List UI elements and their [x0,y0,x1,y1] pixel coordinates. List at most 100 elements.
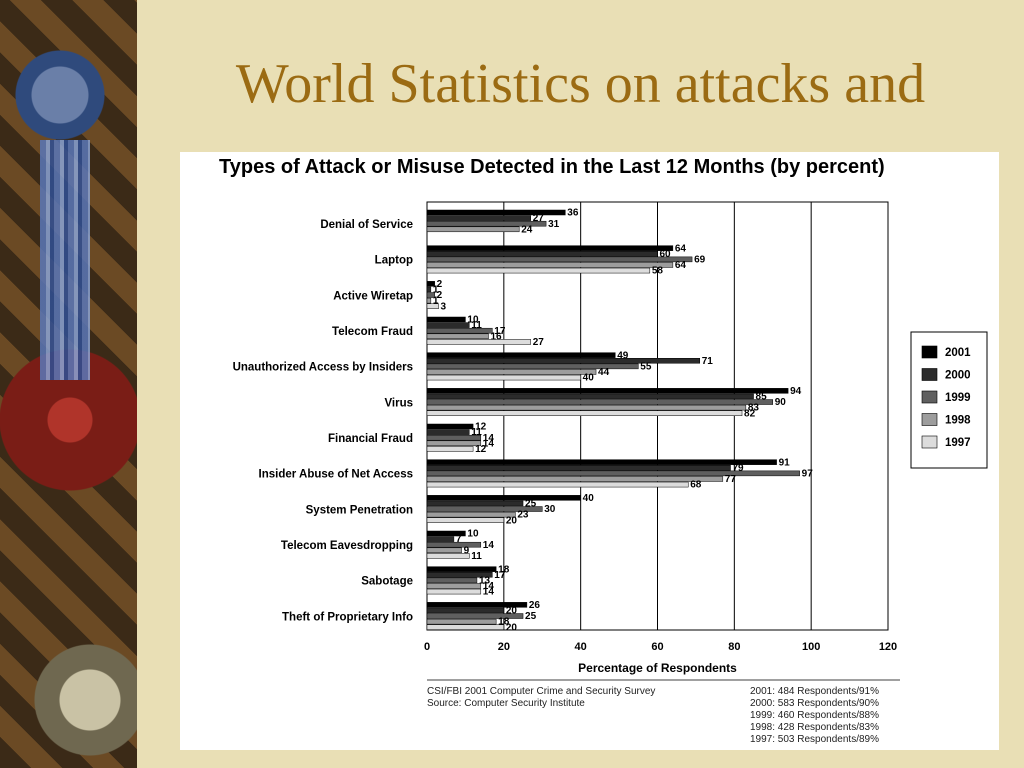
category-label: Financial Fraud [328,433,413,445]
bar-2000 [426,322,470,328]
category-label: Virus [384,397,413,409]
respondents-line: 2001: 484 Respondents/91% [750,686,879,697]
respondents-line: 1997: 503 Respondents/89% [750,734,879,745]
data-label: 12 [475,444,487,455]
data-label: 14 [483,581,495,592]
data-label: 85 [756,392,768,403]
bar-1999 [426,220,547,227]
data-label: 12 [475,422,487,433]
respondents-line: 1998: 428 Respondents/83% [750,722,879,733]
bar-2001 [426,459,777,465]
legend-swatch-2001 [921,345,938,359]
bar-1997 [426,624,505,630]
bar-1997 [426,446,474,452]
data-label: 24 [521,224,533,235]
x-tick-label: 40 [575,641,587,653]
bar-2001 [426,388,789,394]
category-label: Active Wiretap [333,290,413,302]
data-label: 18 [498,564,510,575]
bar-1997 [426,303,439,309]
chart-title: Types of Attack or Misuse Detected in th… [219,156,885,178]
data-label: 55 [640,361,652,372]
data-label: 82 [744,408,756,419]
bar-1999 [426,292,435,298]
bar-1999 [426,363,639,370]
data-label: 20 [506,515,518,526]
data-label: 58 [652,266,664,277]
legend-swatch-2000 [921,368,938,381]
data-label: 17 [494,570,506,581]
respondents-line: 1999: 460 Respondents/88% [750,710,879,721]
data-label: 27 [533,213,545,224]
data-label: 91 [779,457,791,468]
legend-swatch-1998 [921,413,938,426]
data-label: 20 [506,606,518,617]
chart-panel: Types of Attack or Misuse Detected in th… [180,152,999,750]
x-axis-label: Percentage of Respondents [578,661,737,675]
legend-swatch-1997 [921,435,938,449]
bar-1997 [426,410,743,416]
data-label: 97 [802,468,814,479]
data-label: 49 [617,350,629,361]
data-label: 77 [725,474,737,485]
bar-1998 [426,618,497,625]
source-note: CSI/FBI 2001 Computer Crime and Security… [427,686,655,710]
bar-1999 [426,577,478,584]
data-label: 17 [494,326,506,337]
data-label: 60 [660,249,672,260]
data-label: 13 [479,575,491,586]
bar-1999 [426,327,493,334]
bar-2000 [426,465,731,471]
legend-label: 1998 [945,415,971,427]
category-label: Sabotage [361,576,413,588]
data-label: 31 [548,219,560,230]
x-tick-label: 60 [651,641,663,653]
bar-1999 [426,434,482,441]
data-label: 83 [748,403,760,414]
bar-2000 [426,251,658,257]
bar-2000 [426,429,470,435]
bar-1998 [426,583,482,589]
bar-1999 [426,506,543,512]
bar-2001 [426,245,674,251]
slide-title: World Statistics on attacks and [235,53,926,115]
data-label: 1 [433,296,439,307]
category-label: Denial of Service [320,219,413,231]
bar-1998 [426,440,482,447]
bar-1997 [426,267,651,274]
medal-ribbon [40,140,90,380]
respondents-line: 2000: 583 Respondents/90% [750,698,879,709]
bar-1998 [426,476,724,482]
category-label: Theft of Proprietary Info [282,611,413,623]
data-label: 23 [517,510,529,521]
legend-label: 1997 [945,437,971,449]
data-label: 10 [467,529,479,540]
bar-2000 [426,607,505,614]
data-label: 16 [490,331,502,342]
bar-1997 [426,553,470,559]
data-label: 11 [471,320,482,331]
data-label: 90 [775,397,787,408]
data-label: 2 [437,290,443,301]
category-label: Telecom Fraud [332,326,413,338]
data-label: 64 [675,260,687,271]
data-label: 44 [598,367,610,378]
data-label: 1 [433,285,439,296]
bar-2000 [426,215,531,221]
category-label: Telecom Eavesdropping [281,540,413,552]
bar-2001 [426,495,581,501]
data-label: 10 [467,315,479,326]
data-label: 71 [702,356,714,367]
data-label: 11 [471,427,482,438]
bar-2001 [426,316,466,323]
x-tick-label: 100 [802,641,820,653]
data-label: 14 [483,587,495,598]
data-label: 26 [529,600,541,611]
data-label: 25 [525,499,537,510]
bar-1998 [426,297,432,304]
bar-1998 [426,333,489,340]
legend-label: 1999 [945,392,971,404]
data-label: 14 [483,433,495,444]
bar-2001 [426,530,466,537]
